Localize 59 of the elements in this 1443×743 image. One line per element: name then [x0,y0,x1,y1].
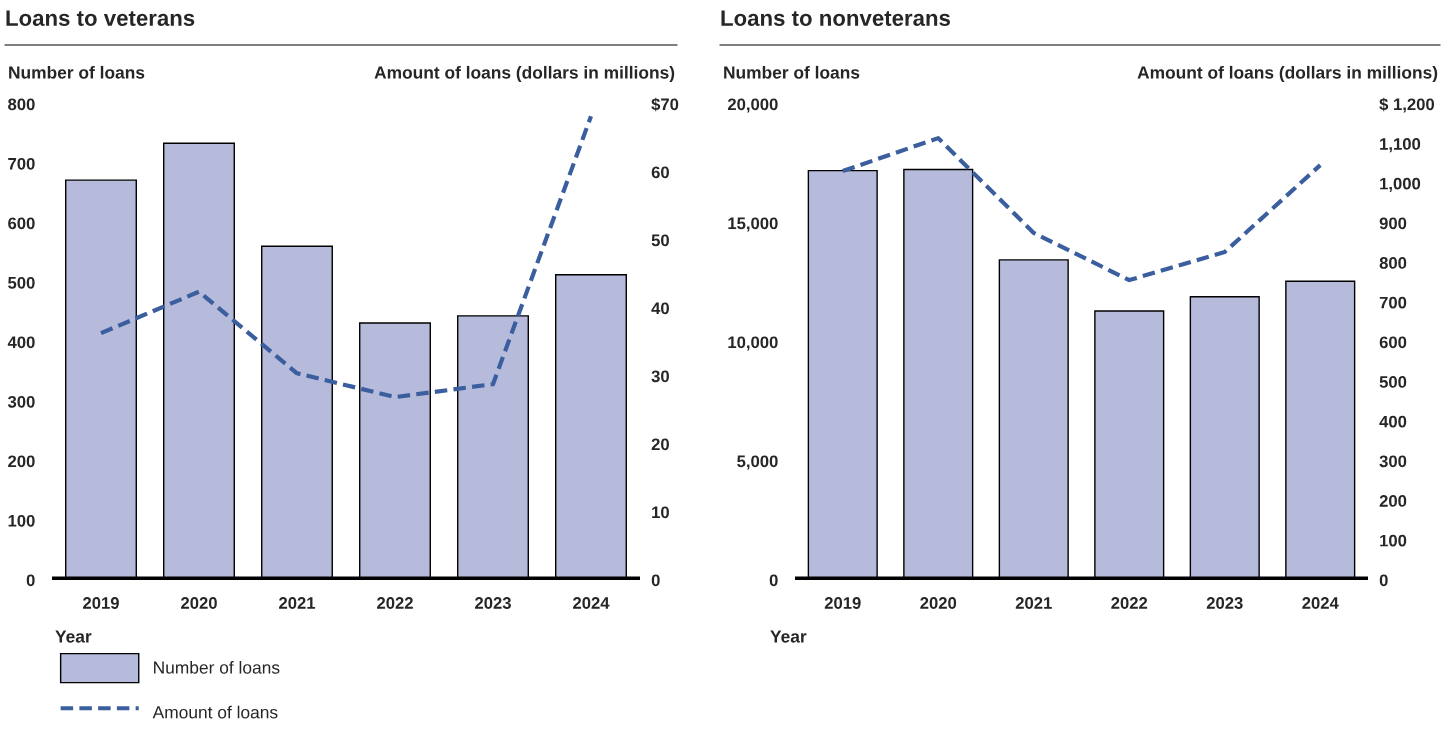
legend-label: Amount of loans [152,705,278,719]
y2-axis-title: Amount of loans (dollars in millions) [1137,65,1438,83]
y2-tick-label: 10 [652,506,669,519]
y-axis-title: Number of loans [9,65,145,79]
y2-tick-label: 400 [1379,415,1407,428]
y2-tick-label: 40 [651,302,669,315]
x-tick-label: 2019 [824,597,861,609]
x-tick-label: 2023 [475,597,511,609]
line-series [840,136,1323,283]
chart-title: Loans to veterans [6,10,195,26]
chart-title: Loans to nonveterans [721,10,950,26]
y2-tick-label: 50 [651,234,669,247]
y-tick-label: 5,000 [737,455,778,470]
y2-tick-label: 600 [1379,336,1407,349]
y2-tick-label: 100 [1380,534,1407,547]
line-series [98,114,594,400]
y2-tick-label: 0 [651,574,660,587]
y2-tick-label: 800 [1379,257,1407,269]
y-tick-label: 10,000 [728,336,778,351]
x-tick-label: 2023 [1206,597,1243,609]
y-tick-label: 15,000 [728,217,778,232]
x-tick-label: 2019 [83,597,119,609]
y2-tick-label: $ 1,200 [1379,97,1435,113]
y2-tick-label: 30 [651,370,669,383]
x-tick-label: 2020 [920,597,957,609]
x-axis-title: Year [55,630,92,643]
x-tick-label: 2024 [1302,597,1339,609]
y2-tick-label: 200 [1379,495,1407,507]
x-tick-label: 2024 [573,597,610,609]
y2-tick-label: 300 [1379,455,1407,468]
y-tick-label: 600 [8,217,35,230]
y2-tick-label: 1,100 [1380,138,1421,153]
y-tick-label: 0 [769,574,778,587]
x-tick-label: 2021 [279,597,316,609]
x-tick-label: 2022 [377,597,413,609]
y-tick-label: 800 [8,98,35,111]
y2-tick-label: 1,000 [1380,177,1421,192]
y-tick-label: 0 [26,574,35,587]
y2-axis-title: Amount of loans (dollars in millions) [374,65,675,83]
x-tick-label: 2020 [181,597,217,609]
y-tick-label: 300 [7,395,35,408]
y-tick-label: 500 [8,276,35,289]
y2-tick-label: 0 [1379,574,1388,587]
y2-tick-label: 500 [1379,376,1407,388]
y-tick-label: 200 [8,455,35,468]
y2-tick-label: 700 [1379,296,1407,309]
y2-tick-label: $70 [651,97,679,112]
y2-tick-label: 60 [651,166,669,179]
y-tick-label: 700 [8,157,35,170]
x-tick-label: 2022 [1111,597,1148,609]
y-tick-label: 20,000 [727,98,778,113]
y-tick-label: 100 [8,514,35,527]
y2-tick-label: 20 [651,438,669,451]
y2-tick-label: 900 [1379,217,1407,230]
legend-label: Number of loans [154,660,280,674]
y-tick-label: 400 [7,336,35,349]
x-tick-label: 2021 [1015,597,1052,609]
x-axis-title: Year [770,630,807,643]
y-axis-title: Number of loans [724,65,860,79]
